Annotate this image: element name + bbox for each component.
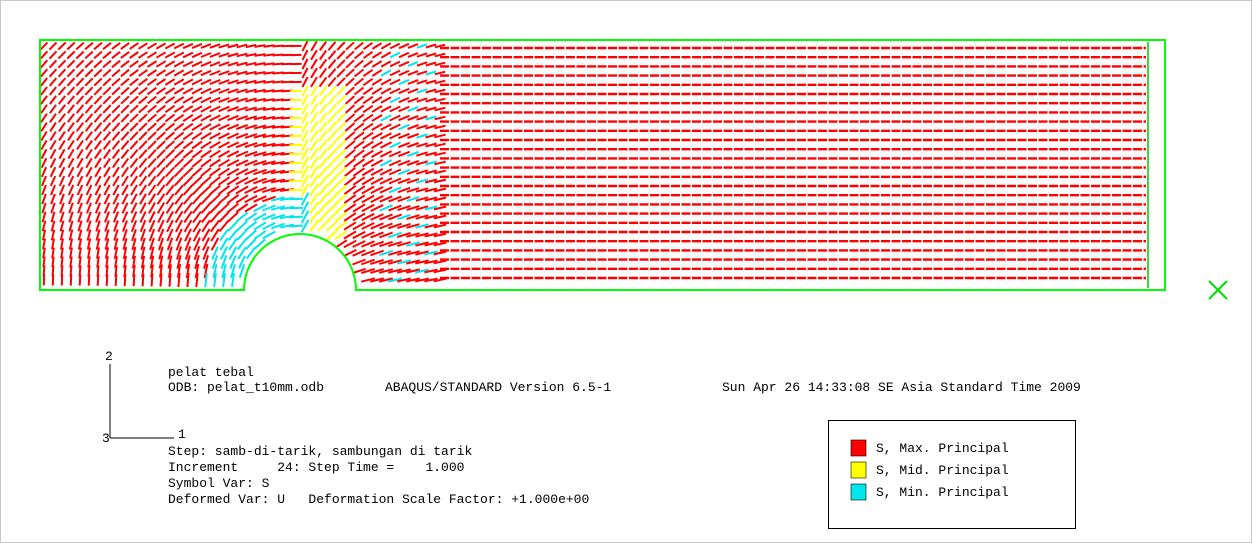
- stress-arrow: [205, 273, 206, 287]
- legend-label: S, Mid. Principal: [876, 463, 1009, 478]
- stress-arrow: [178, 273, 179, 287]
- stress-arrow: [143, 274, 144, 287]
- stress-arrow: [196, 273, 197, 287]
- stress-arrow: [161, 273, 162, 286]
- stress-arrow: [289, 226, 303, 227]
- info-text: ODB: pelat_t10mm.odb: [168, 380, 324, 395]
- legend-swatch: [851, 462, 866, 478]
- info-text: Step: samb-di-tarik, sambungan di tarik: [168, 444, 472, 459]
- legend-label: S, Min. Principal: [876, 485, 1009, 500]
- stress-arrow: [289, 181, 303, 182]
- triad-label: 3: [102, 431, 110, 446]
- stress-arrow: [80, 274, 81, 285]
- stress-arrow: [289, 217, 303, 218]
- triad-label: 2: [105, 349, 113, 364]
- stress-arrow: [107, 274, 108, 286]
- stress-arrow: [289, 208, 303, 209]
- info-text: Sun Apr 26 14:33:08 SE Asia Standard Tim…: [722, 380, 1081, 395]
- stress-arrow: [289, 190, 303, 191]
- legend-swatch: [851, 484, 866, 500]
- triad-label: 1: [178, 427, 186, 442]
- stress-arrow: [170, 273, 171, 286]
- stress-arrow: [125, 274, 126, 286]
- stress-arrow: [89, 274, 90, 285]
- stress-arrow: [152, 274, 153, 287]
- info-text: pelat tebal: [168, 365, 254, 380]
- stress-arrow: [134, 274, 135, 286]
- stress-arrow: [289, 199, 303, 200]
- stress-arrow: [98, 274, 99, 286]
- info-text: Deformed Var: U Deformation Scale Factor…: [168, 492, 589, 507]
- stress-arrow: [116, 274, 117, 286]
- info-text: ABAQUS/STANDARD Version 6.5-1: [385, 380, 611, 395]
- viewport: 2 3 1 pelat tebal ODB: pelat_t10mm.odb A…: [0, 0, 1252, 543]
- legend-swatch: [851, 440, 866, 456]
- stress-arrow: [187, 273, 188, 287]
- legend-label: S, Max. Principal: [876, 441, 1009, 456]
- info-text: Symbol Var: S: [168, 476, 270, 491]
- info-text: Increment 24: Step Time = 1.000: [168, 460, 464, 475]
